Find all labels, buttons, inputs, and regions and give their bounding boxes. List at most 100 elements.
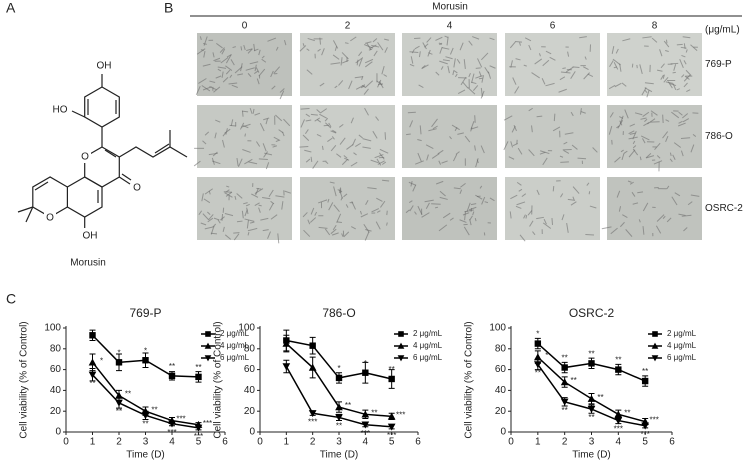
cell <box>662 131 669 139</box>
cell <box>415 160 424 165</box>
cell <box>362 138 372 142</box>
cell <box>438 160 442 165</box>
cell <box>222 77 229 83</box>
cell <box>424 43 429 48</box>
x-axis-label: Time (D) <box>126 450 165 461</box>
column-label: 0 <box>242 21 248 32</box>
cell <box>560 71 571 74</box>
cell <box>567 51 570 57</box>
cell <box>426 154 429 161</box>
cell <box>669 152 672 156</box>
cell <box>198 78 207 84</box>
y-tick-label: 0 <box>500 427 506 438</box>
cell <box>431 118 438 128</box>
y-tick-label: 100 <box>489 323 506 334</box>
cell <box>518 188 523 192</box>
ring <box>84 86 120 128</box>
cell <box>665 119 670 122</box>
cell <box>230 59 235 66</box>
ring <box>66 176 103 218</box>
marker <box>587 405 596 413</box>
cell <box>202 140 207 145</box>
cell <box>442 59 450 62</box>
cell <box>489 65 496 69</box>
cell <box>244 133 246 137</box>
cell <box>536 216 544 220</box>
cell <box>334 85 338 89</box>
cell <box>681 74 685 78</box>
cell <box>222 226 225 232</box>
cell <box>621 153 625 161</box>
cell <box>217 68 222 72</box>
cell <box>470 208 473 212</box>
cell <box>376 80 383 86</box>
x-axis-label: Time (D) <box>572 450 611 461</box>
cell <box>674 192 681 197</box>
bond <box>17 206 33 213</box>
cell <box>364 41 372 44</box>
cell <box>249 221 255 224</box>
cell <box>361 76 364 81</box>
cell <box>371 44 380 48</box>
significance: ** <box>125 390 131 399</box>
significance: *** <box>176 415 185 424</box>
cell <box>336 153 342 158</box>
cell <box>208 214 214 220</box>
cell <box>324 228 331 236</box>
significance: ** <box>389 365 395 374</box>
cell <box>350 36 357 42</box>
cell <box>586 182 590 186</box>
cell <box>428 128 437 132</box>
significance: ** <box>642 367 648 376</box>
cell <box>263 151 269 158</box>
cell <box>563 141 568 145</box>
cell <box>432 125 438 130</box>
cell <box>312 160 319 169</box>
cell <box>207 211 211 215</box>
significance: * <box>545 351 548 360</box>
cell <box>672 83 677 91</box>
marker <box>205 331 211 337</box>
cell <box>247 48 253 54</box>
cell <box>618 206 622 212</box>
significance: ** <box>624 408 630 417</box>
cell <box>642 36 652 39</box>
cell <box>225 54 232 64</box>
cell <box>632 131 637 140</box>
cell <box>196 48 206 55</box>
cell <box>253 70 259 74</box>
cell <box>318 199 328 204</box>
cell <box>468 72 471 78</box>
cell <box>350 161 358 167</box>
cell <box>351 226 356 230</box>
cell <box>370 159 379 164</box>
cell <box>584 56 587 60</box>
marker <box>335 414 343 422</box>
cell <box>642 226 645 235</box>
marker <box>533 353 542 361</box>
cell <box>346 144 354 150</box>
double-bond <box>154 143 170 154</box>
panel-label: C <box>6 291 16 307</box>
marker <box>614 417 623 425</box>
significance: * <box>117 348 120 357</box>
cell <box>608 84 616 90</box>
marker <box>115 391 123 399</box>
cell <box>234 195 237 200</box>
ring <box>32 176 68 218</box>
cell <box>519 234 526 242</box>
micrograph <box>195 33 292 100</box>
cell <box>542 157 548 166</box>
cell <box>463 59 466 70</box>
cell <box>471 81 477 85</box>
micrograph <box>197 177 292 244</box>
cell <box>531 72 540 79</box>
cell <box>524 37 532 42</box>
cell <box>475 158 479 168</box>
cell <box>351 201 356 210</box>
cell <box>680 137 691 139</box>
cell <box>330 130 337 134</box>
cell <box>531 125 533 133</box>
cell <box>439 46 443 54</box>
cell <box>327 198 330 203</box>
